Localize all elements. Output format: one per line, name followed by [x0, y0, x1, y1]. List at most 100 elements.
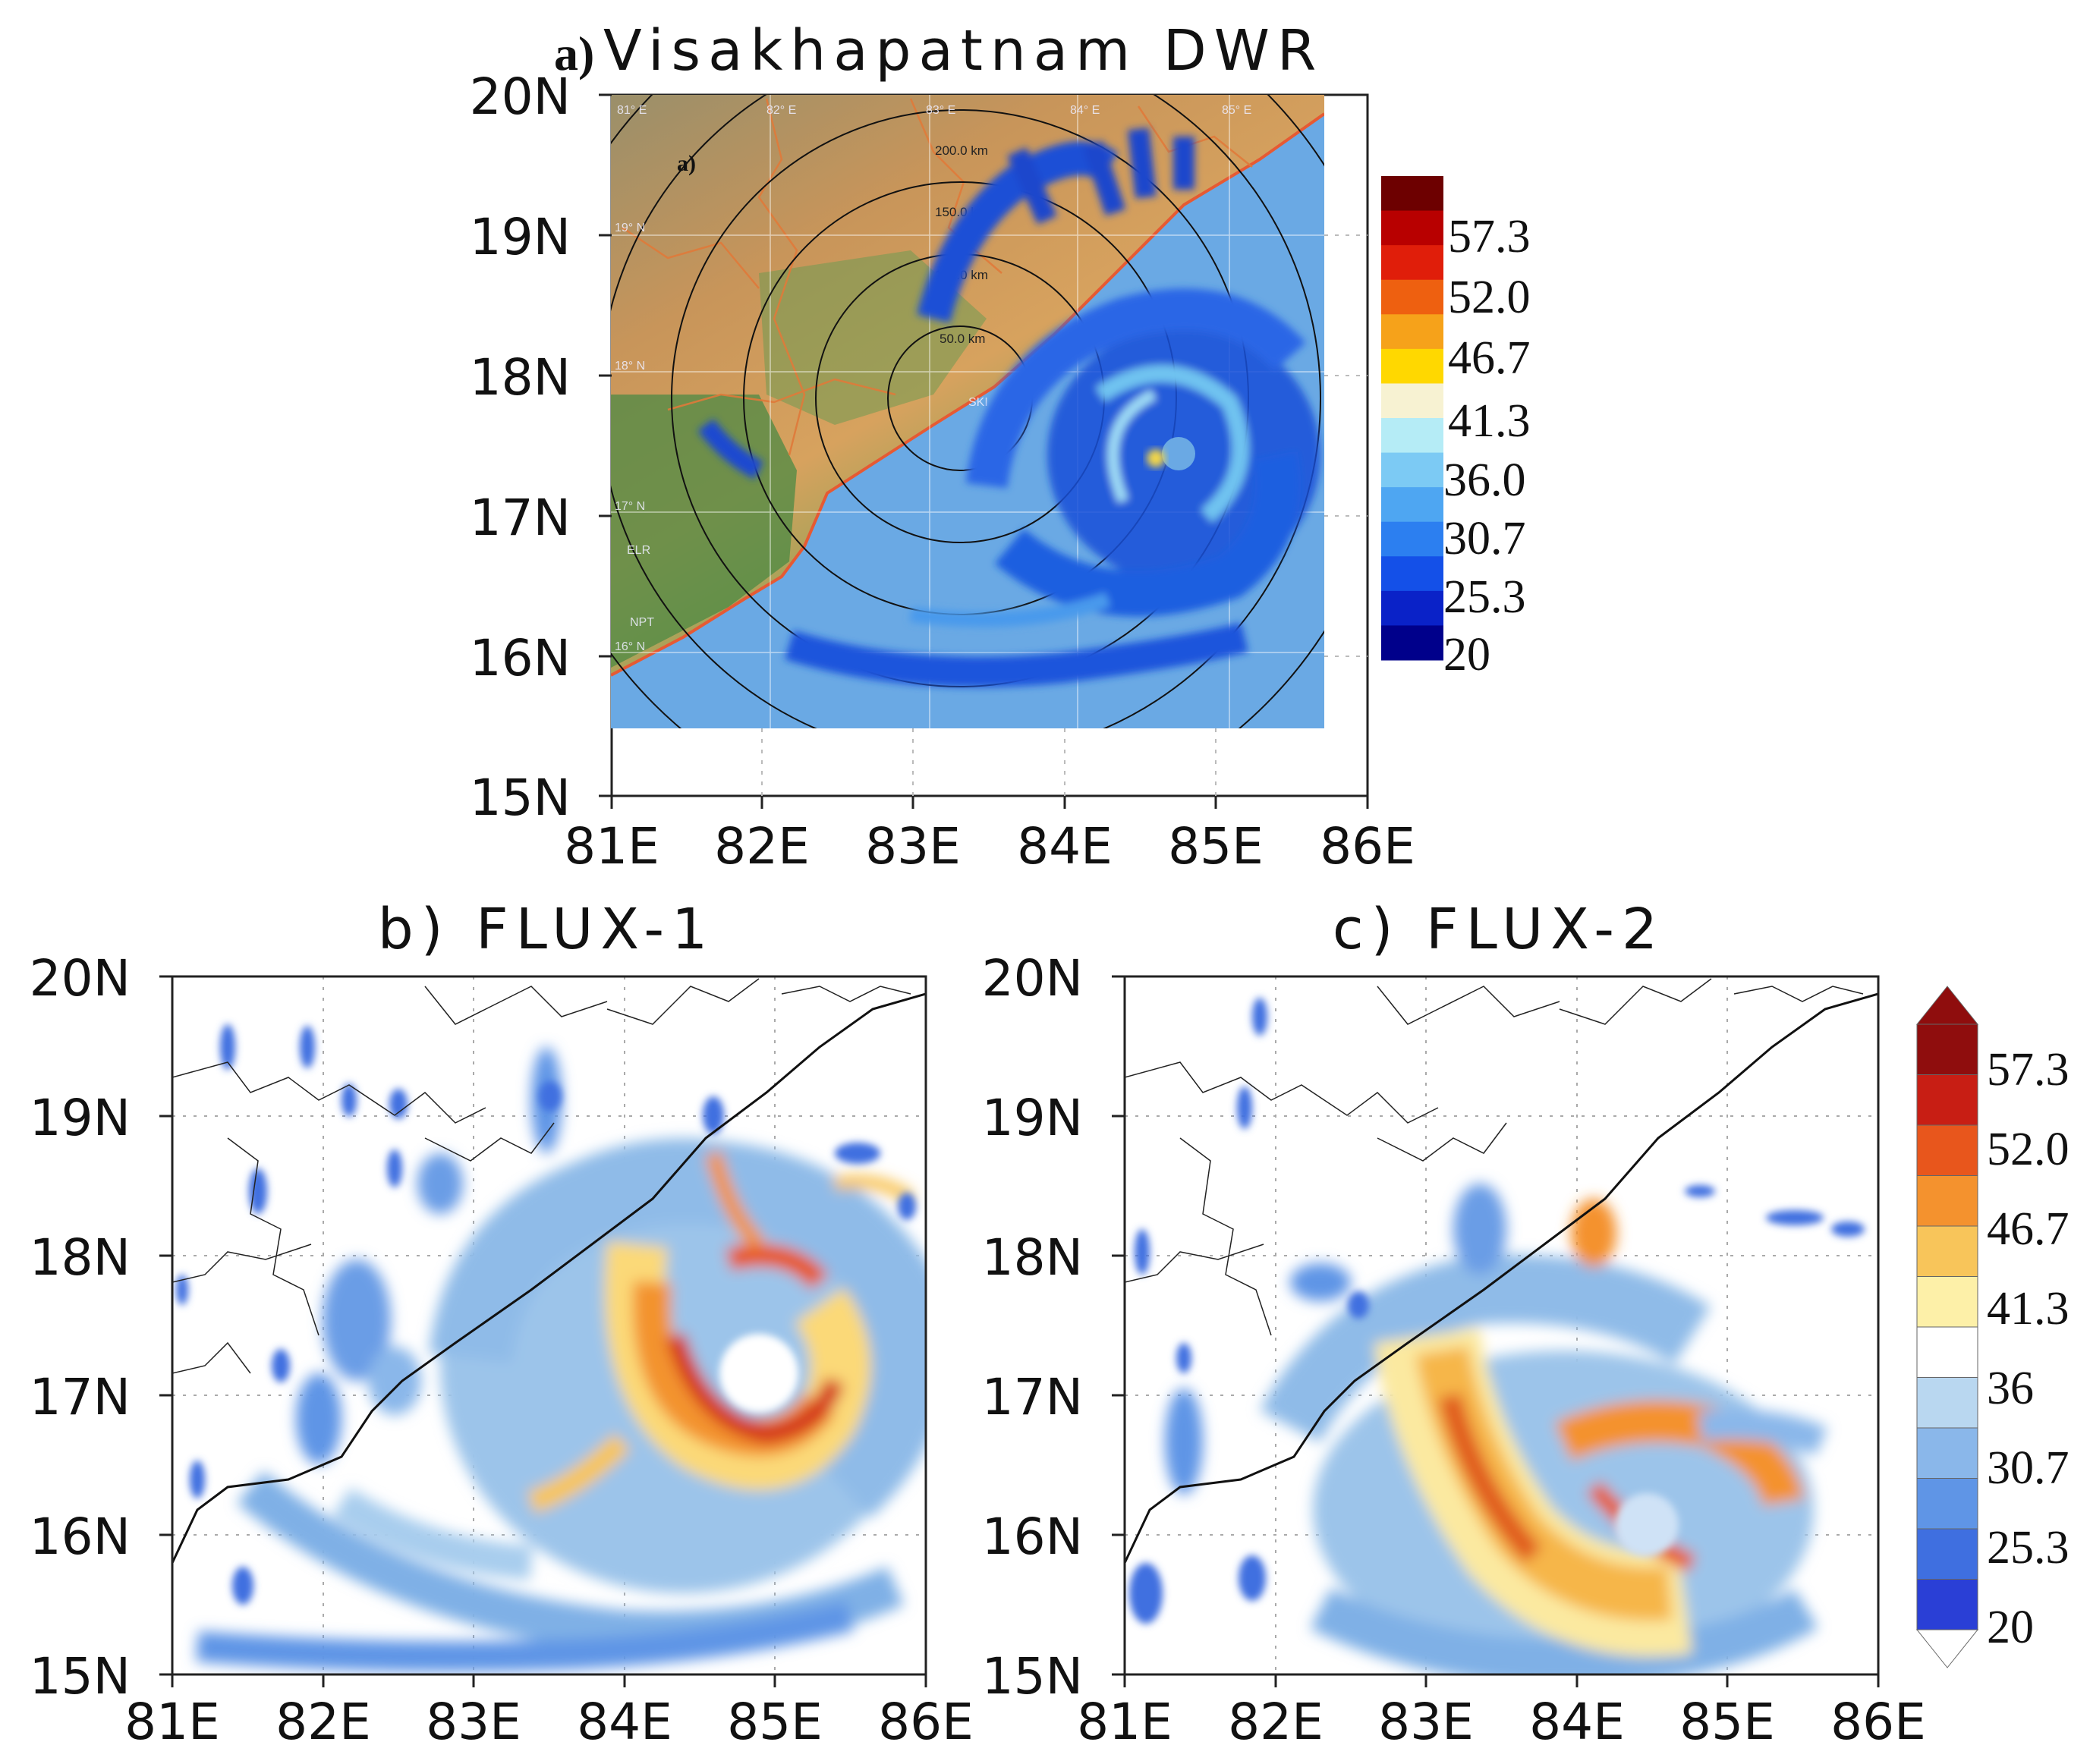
tick-label: 82E: [1228, 1693, 1324, 1751]
colorbar-a-swatch: [1381, 279, 1443, 315]
station-label-ski: SKI: [968, 396, 988, 409]
tick-label: 19N: [982, 1089, 1083, 1147]
tick-label: 16N: [470, 629, 571, 687]
tick-label: 84E: [1529, 1693, 1625, 1751]
tick-label: 17N: [30, 1368, 131, 1426]
range-ring-label-200: 200.0 km: [935, 143, 988, 158]
tick-label: 20N: [470, 68, 571, 126]
tick-label: 83E: [1378, 1693, 1474, 1751]
colorbar-label: 41.3: [1448, 395, 1531, 447]
tick-label: 17N: [982, 1368, 1083, 1426]
colorbar-c-swatch: [1916, 1326, 1978, 1379]
eyewall-max-a: [1147, 449, 1165, 467]
tick-label: 85E: [727, 1693, 823, 1751]
panel-c-xticklabels: 81E 82E 83E 84E 85E 86E: [1077, 1693, 1926, 1751]
colorbar-a: [1381, 176, 1443, 661]
graticule-label-17n: 17° N: [615, 500, 645, 513]
tick-label: 20N: [982, 949, 1083, 1008]
colorbar-a-swatch: [1381, 245, 1443, 281]
tick-label: 85E: [1168, 817, 1264, 876]
colorbar-label: 25.3: [1443, 571, 1526, 623]
tick-label: 19N: [470, 208, 571, 266]
panel-b: b) FLUX-1: [30, 897, 974, 1751]
colorbar-label: 57.3: [1987, 1044, 2070, 1096]
colorbar-c-labels: 57.3 52.0 46.7 41.3 36 30.7 25.3 20: [1987, 1044, 2070, 1653]
tick-label: 82E: [275, 1693, 371, 1751]
tick-label: 18N: [982, 1228, 1083, 1287]
tick-label: 84E: [1017, 817, 1113, 876]
tick-label: 18N: [470, 348, 571, 407]
colorbar-c-swatch: [1916, 1427, 1978, 1479]
graticule-label-85e: 85° E: [1222, 104, 1251, 117]
colorbar-label: 36.0: [1443, 454, 1526, 506]
colorbar-a-swatch: [1381, 452, 1443, 488]
colorbar-c-swatch: [1916, 1377, 1978, 1429]
panel-b-xticklabels: 81E 82E 83E 84E 85E 86E: [124, 1693, 974, 1751]
station-label-npt: NPT: [630, 616, 654, 629]
tick-label: 18N: [30, 1228, 131, 1287]
tick-label: 86E: [878, 1693, 974, 1751]
colorbar-label: 46.7: [1987, 1203, 2070, 1255]
graticule-label-19n: 19° N: [615, 222, 645, 234]
tick-label: 16N: [30, 1508, 131, 1566]
tick-label: 15N: [30, 1647, 131, 1706]
panel-b-frame: [171, 975, 927, 1676]
eye-a: [1162, 437, 1195, 470]
colorbar-a-swatch: [1381, 314, 1443, 350]
inset-label: a): [677, 151, 696, 176]
graticule-label-83e: 83° E: [926, 104, 955, 117]
simulated-reflectivity-b: [176, 1024, 926, 1672]
coastline-b: [172, 992, 926, 1564]
dwr-image: 200.0 km 150.0 km 100.0 km 50.0 km a) 81…: [611, 95, 1324, 728]
colorbar-c-swatch: [1916, 1225, 1978, 1278]
tick-label: 20N: [30, 949, 131, 1008]
panel-c-yticklabels: 20N 19N 18N 17N 16N 15N: [982, 949, 1083, 1706]
scattered-cells-c: [1129, 998, 1865, 1624]
graticule-label-84e: 84° E: [1070, 104, 1100, 117]
panel-b-ticks: [159, 975, 927, 1687]
colorbar-a-swatch: [1381, 210, 1443, 246]
colorbar-a-swatch: [1381, 521, 1443, 557]
colorbar-c-max-arrow: [1915, 986, 1979, 1025]
colorbar-label: 20: [1987, 1602, 2034, 1653]
tick-label: 86E: [1830, 1693, 1926, 1751]
tick-label: 86E: [1320, 817, 1415, 876]
tick-label: 81E: [564, 817, 659, 876]
range-ring-label-50: 50.0 km: [940, 332, 985, 346]
scattered-cells-b: [176, 1024, 916, 1605]
colorbar-a-swatch: [1381, 556, 1443, 592]
panel-a-title-prefix: a): [554, 27, 594, 80]
tick-label: 16N: [982, 1508, 1083, 1566]
panel-a-xticklabels: 81E 82E 83E 84E 85E 86E: [564, 817, 1415, 876]
panel-b-title: b) FLUX-1: [378, 897, 715, 962]
panel-a-ticks: [599, 93, 1369, 809]
tick-label: 83E: [426, 1693, 521, 1751]
colorbar-a-swatch: [1381, 625, 1443, 661]
colorbar-label: 52.0: [1987, 1124, 2070, 1175]
colorbar-label: 36: [1987, 1363, 2034, 1414]
colorbar-a-swatch: [1381, 590, 1443, 626]
colorbar-c-swatch: [1916, 1528, 1978, 1580]
graticule-label-18n: 18° N: [615, 360, 645, 373]
tick-label: 83E: [865, 817, 961, 876]
colorbar-a-labels: 57.3 52.0 46.7 41.3 36.0 30.7 25.3 20: [1443, 211, 1531, 681]
coastline-c: [1125, 992, 1878, 1564]
boundaries-c: [1125, 978, 1864, 1336]
colorbar-c-swatch: [1916, 1023, 1978, 1076]
panel-c-ticks: [1112, 975, 1880, 1687]
colorbar-c: [1915, 986, 1979, 1668]
graticule-label-16n: 16° N: [615, 640, 645, 653]
colorbar-label: 46.7: [1448, 332, 1531, 384]
colorbar-label: 52.0: [1448, 272, 1531, 323]
colorbar-c-swatch: [1916, 1478, 1978, 1530]
colorbar-a-swatch: [1381, 176, 1443, 212]
panel-c-frame: [1123, 975, 1880, 1676]
colorbar-a-swatch: [1381, 418, 1443, 454]
panel-c: c) FLUX-2: [982, 897, 2070, 1751]
eye-c: [1615, 1493, 1679, 1557]
tick-label: 81E: [1077, 1693, 1172, 1751]
panel-b-yticklabels: 20N 19N 18N 17N 16N 15N: [30, 949, 131, 1706]
colorbar-c-swatch: [1916, 1175, 1978, 1227]
tick-label: 17N: [470, 489, 571, 547]
